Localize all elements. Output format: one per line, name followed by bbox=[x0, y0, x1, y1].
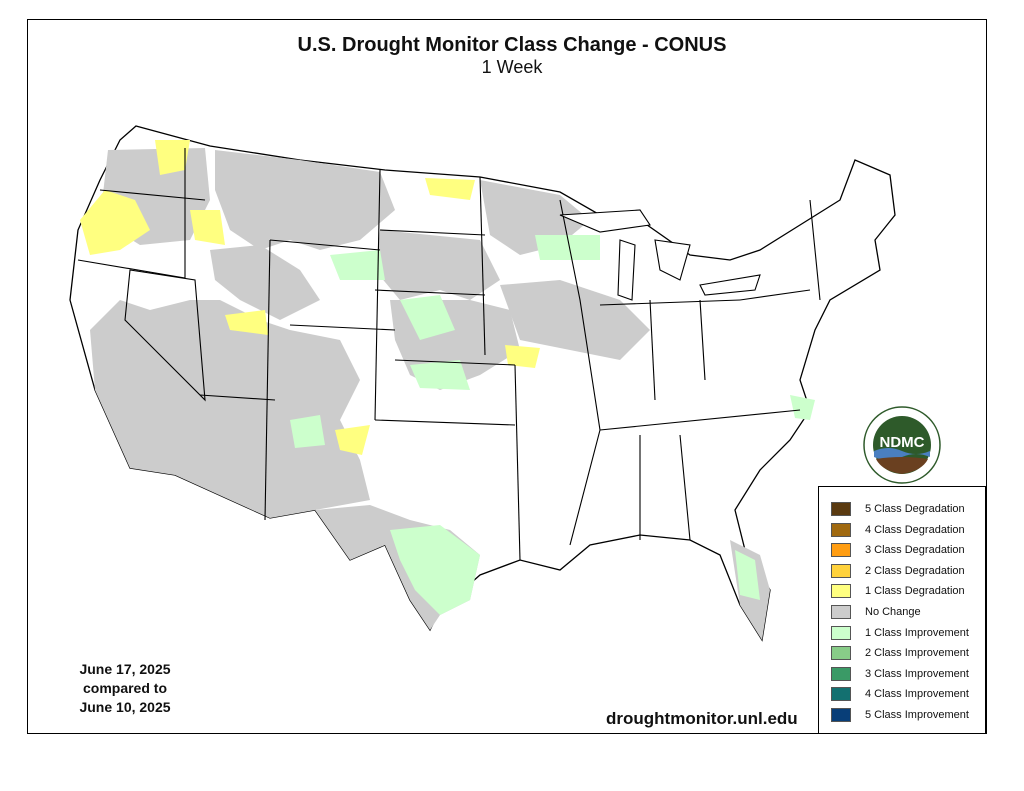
legend-swatch bbox=[831, 666, 851, 681]
legend-swatch bbox=[831, 584, 851, 599]
legend-label: 3 Class Improvement bbox=[865, 667, 969, 680]
ndmc-logo-soil bbox=[876, 457, 928, 474]
legend-item: 3 Class Improvement bbox=[831, 666, 969, 682]
improvement-region-nebraska bbox=[400, 295, 455, 340]
degradation-region-north-dakota bbox=[425, 178, 475, 200]
current-date: June 17, 2025 bbox=[79, 661, 171, 677]
state-boundaries bbox=[77, 148, 821, 561]
previous-date: June 10, 2025 bbox=[79, 699, 171, 715]
improvement-region-florida bbox=[735, 550, 760, 600]
state-line-ohio-valley bbox=[599, 299, 741, 306]
state-line-wa-or bbox=[99, 189, 206, 201]
legend-swatch bbox=[831, 708, 851, 722]
degradation-region-utah bbox=[225, 310, 268, 335]
state-line-ks-ok bbox=[394, 359, 516, 366]
ndmc-logo-text: NDMC bbox=[880, 434, 925, 451]
degradation-region-new-mexico bbox=[335, 425, 370, 455]
state-line-al-ga bbox=[679, 434, 691, 541]
improvement-region-kansas bbox=[410, 360, 470, 390]
legend-label: 1 Class Degradation bbox=[865, 585, 965, 598]
legend-label: 2 Class Improvement bbox=[865, 647, 969, 660]
legend-item: No Change bbox=[831, 604, 921, 620]
state-line-plains-east bbox=[479, 176, 486, 356]
legend-item: 4 Class Improvement bbox=[831, 686, 969, 702]
improvement-region-south-dakota bbox=[330, 250, 385, 280]
legend-swatch bbox=[831, 605, 851, 619]
legend-swatch bbox=[831, 625, 851, 640]
state-line-northeast bbox=[739, 289, 811, 301]
degradation-region-washington bbox=[155, 140, 190, 175]
state-line-wy-ut-north bbox=[269, 239, 381, 251]
legend-item: 1 Class Improvement bbox=[831, 625, 969, 641]
no-change-region-northern-rockies bbox=[215, 150, 395, 250]
degradation-region-idaho bbox=[190, 210, 225, 245]
legend: 5 Class Degradation 4 Class Degradation 3 … bbox=[818, 486, 986, 734]
legend-item: 5 Class Degradation bbox=[831, 501, 965, 517]
state-line-nevada bbox=[124, 269, 206, 402]
legend-swatch bbox=[831, 502, 851, 516]
improvement-region-wisconsin bbox=[535, 235, 600, 260]
legend-item: 1 Class Degradation bbox=[831, 583, 965, 599]
no-change-region-great-basin bbox=[210, 245, 320, 320]
legend-item: 2 Class Improvement bbox=[831, 645, 969, 661]
legend-label: 5 Class Improvement bbox=[865, 709, 969, 721]
lake-superior bbox=[559, 209, 651, 233]
improvement-region-texas bbox=[390, 525, 480, 615]
state-line-nd-sd bbox=[379, 229, 486, 236]
source-url: droughtmonitor.unl.edu bbox=[606, 709, 798, 728]
great-lakes bbox=[559, 209, 761, 301]
state-line-or-ca bbox=[77, 259, 186, 279]
legend-swatch bbox=[831, 543, 851, 558]
legend-label: 1 Class Improvement bbox=[865, 626, 969, 639]
no-change-region-midwest bbox=[500, 280, 650, 360]
degradation-region-kansas-missouri bbox=[505, 345, 540, 368]
map-subtitle: 1 Week bbox=[481, 57, 543, 77]
legend-label: 2 Class Degradation bbox=[865, 564, 965, 577]
legend-label: 4 Class Improvement bbox=[865, 688, 969, 701]
state-line-ohio-in-west bbox=[649, 299, 656, 401]
state-line-sd-ne bbox=[374, 289, 486, 296]
legend-swatch bbox=[831, 687, 851, 702]
ndmc-logo: NDMC bbox=[863, 406, 941, 484]
lake-erie bbox=[699, 274, 761, 296]
date-comparison: June 17, 2025 compared to June 10, 2025 bbox=[60, 660, 190, 717]
lake-michigan bbox=[617, 239, 636, 301]
legend-label: No Change bbox=[865, 606, 921, 618]
legend-label: 4 Class Degradation bbox=[865, 523, 965, 536]
legend-swatch bbox=[831, 563, 851, 578]
state-line-mississippi-river bbox=[559, 199, 601, 546]
compared-to-label: compared to bbox=[82, 680, 167, 696]
legend-swatch bbox=[831, 522, 851, 537]
legend-item: 2 Class Degradation bbox=[831, 563, 965, 579]
ndmc-logo-water-wave bbox=[874, 448, 930, 460]
state-line-az-nm bbox=[199, 394, 276, 401]
degradation-region-northwest-coast bbox=[80, 190, 150, 255]
no-change-region-northern-plains bbox=[375, 230, 500, 300]
improvement-region-new-mexico bbox=[290, 415, 325, 448]
legend-label: 3 Class Degradation bbox=[865, 544, 965, 557]
legend-label: 5 Class Degradation bbox=[865, 503, 965, 515]
state-line-mountain-east bbox=[374, 169, 381, 421]
state-line-oh-west bbox=[699, 299, 706, 381]
state-line-rockies-west bbox=[264, 239, 271, 521]
lake-huron bbox=[654, 239, 691, 281]
state-line-tx-east bbox=[514, 364, 521, 561]
legend-item: 3 Class Degradation bbox=[831, 542, 965, 558]
state-line-new-england bbox=[809, 199, 821, 301]
degradation-regions bbox=[80, 140, 540, 455]
legend-swatch bbox=[831, 646, 851, 661]
improvement-regions bbox=[290, 235, 815, 615]
state-line-ok-tx bbox=[374, 419, 516, 426]
legend-item: 4 Class Degradation bbox=[831, 522, 965, 538]
map-title: U.S. Drought Monitor Class Change - CONU… bbox=[297, 34, 727, 56]
legend-item: 5 Class Improvement bbox=[831, 707, 969, 723]
conus-map bbox=[69, 125, 896, 642]
state-line-south-north bbox=[599, 409, 801, 431]
state-line-ut-co-north bbox=[289, 324, 396, 331]
improvement-region-north-carolina bbox=[790, 395, 815, 420]
